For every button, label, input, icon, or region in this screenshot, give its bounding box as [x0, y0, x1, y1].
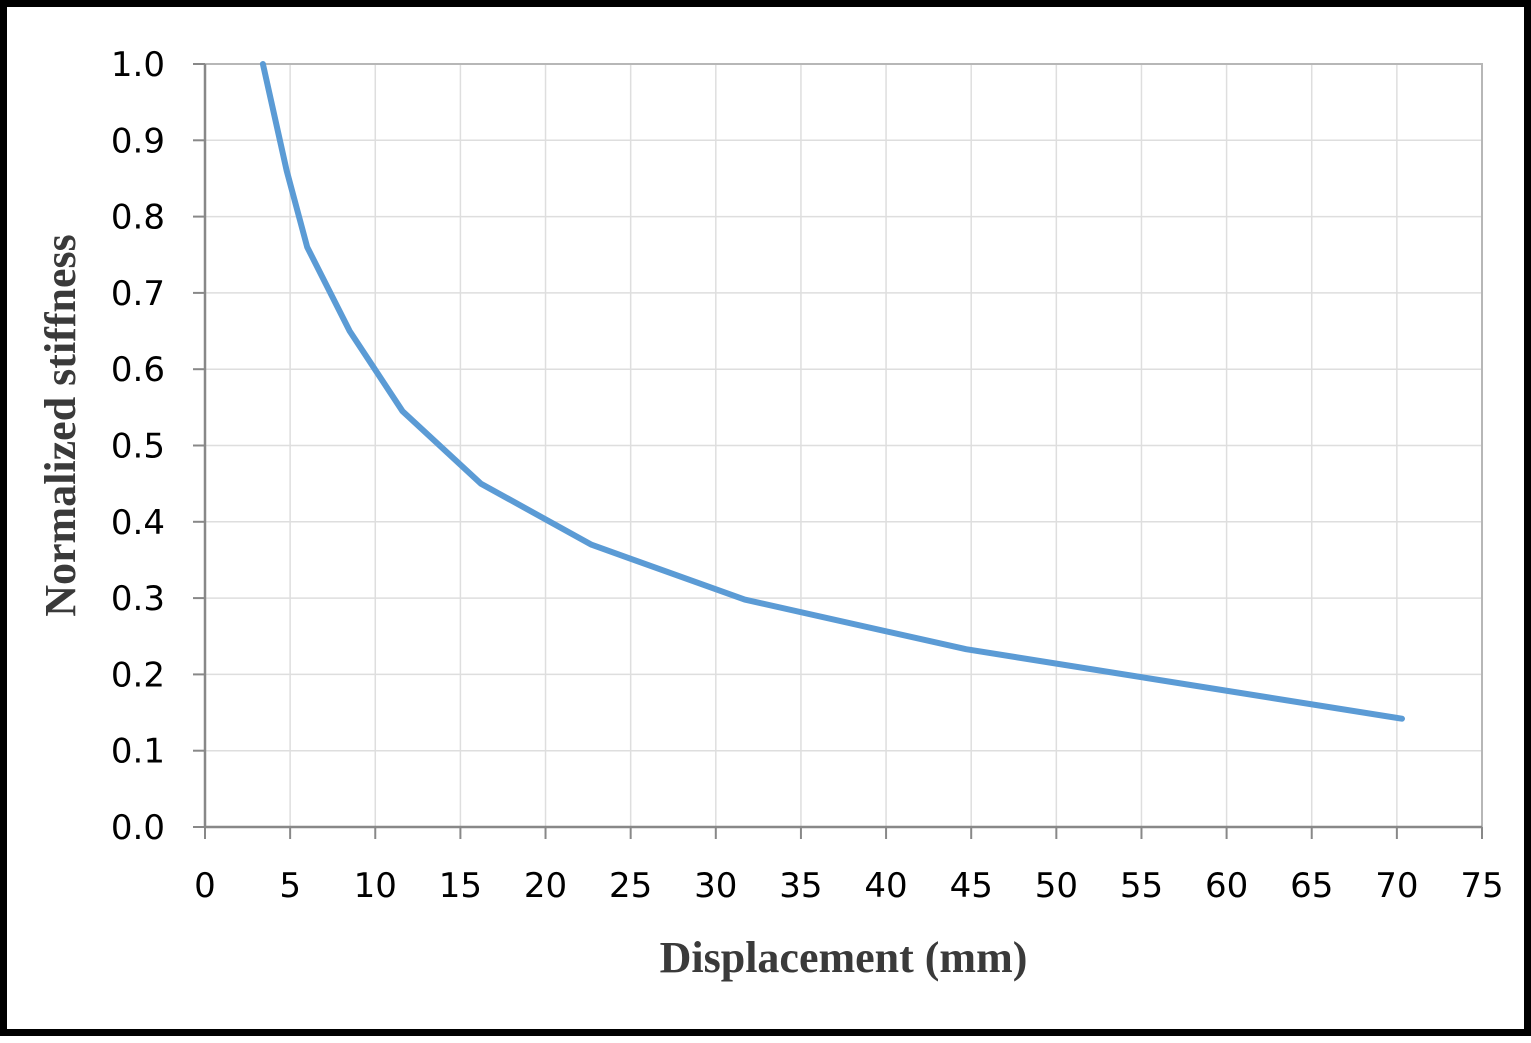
x-tick-label: 75	[1460, 866, 1503, 906]
horizontal-gridlines	[205, 63, 1482, 828]
x-tick-label: 5	[279, 866, 301, 906]
y-tick-label: 0.5	[111, 427, 165, 467]
series-group	[259, 61, 1405, 722]
x-tick-label: 55	[1120, 866, 1163, 906]
y-tick-label: 0.1	[111, 732, 165, 772]
x-tick-label: 65	[1290, 866, 1333, 906]
y-tick-label: 1.0	[111, 45, 165, 85]
y-tick-label: 0.9	[111, 121, 165, 161]
y-tick-label: 0.3	[111, 579, 165, 619]
line-chart: 0 5 10 15 20 25 30 35 40 45 50 55 60 65 70 75 0.0 0.1 0.2…	[36, 45, 1504, 982]
x-tick-label: 40	[864, 866, 907, 906]
x-tick-label: 20	[524, 866, 567, 906]
x-axis-ticks: 0 5 10 15 20 25 30 35 40 45 50 55 60 65 70 75	[194, 827, 1504, 906]
y-tick-label: 0.6	[111, 350, 165, 390]
y-tick-label: 0.7	[111, 274, 165, 314]
x-tick-label: 30	[694, 866, 737, 906]
x-tick-label: 10	[354, 866, 397, 906]
x-tick-label: 60	[1205, 866, 1248, 906]
y-axis-ticks: 0.0 0.1 0.2 0.3 0.4 0.5 0.6 0.7 0.8 0.9 1.0	[111, 45, 205, 848]
x-tick-label: 45	[950, 866, 993, 906]
y-tick-label: 0.2	[111, 655, 165, 695]
x-tick-label: 25	[609, 866, 652, 906]
y-tick-label: 0.4	[111, 503, 165, 543]
x-tick-label: 15	[439, 866, 482, 906]
x-tick-label: 35	[779, 866, 822, 906]
x-tick-label: 70	[1375, 866, 1418, 906]
y-axis-title: Normalized stiffness	[36, 234, 85, 617]
x-axis-title: Displacement (mm)	[660, 933, 1028, 982]
y-tick-label: 0.8	[111, 198, 165, 238]
x-tick-label: 50	[1035, 866, 1078, 906]
y-tick-label: 0.0	[111, 808, 165, 848]
series-line	[259, 61, 1405, 722]
x-tick-label: 0	[194, 866, 216, 906]
